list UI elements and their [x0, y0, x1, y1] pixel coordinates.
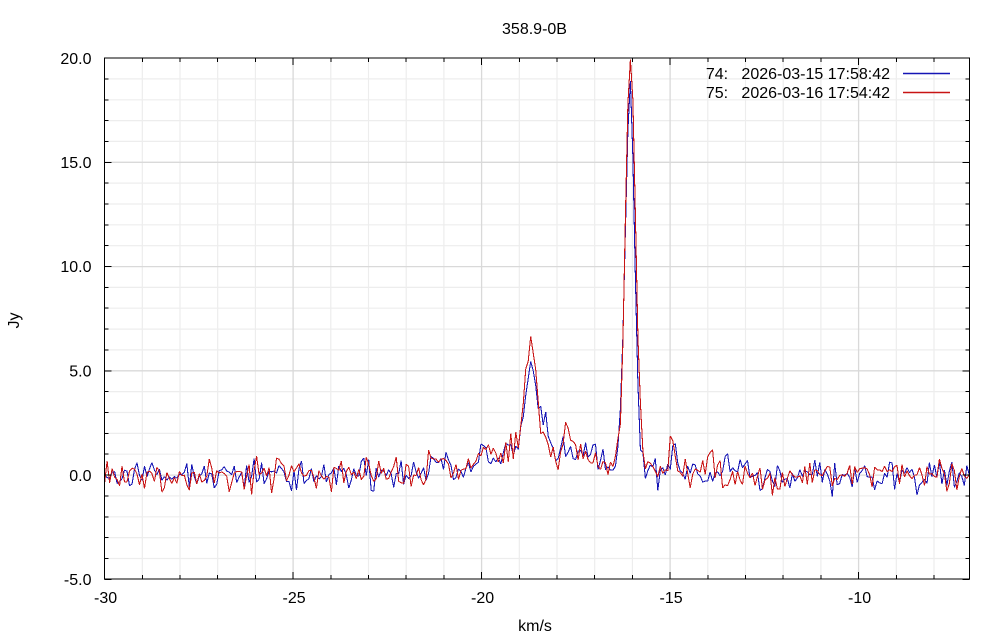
svg-text:-30: -30	[94, 590, 117, 607]
svg-text:km/s: km/s	[518, 618, 552, 635]
svg-text:15.0: 15.0	[60, 155, 91, 172]
svg-text:-20: -20	[471, 590, 494, 607]
svg-text:5.0: 5.0	[69, 364, 91, 381]
svg-text:-15: -15	[660, 590, 683, 607]
svg-text:10.0: 10.0	[60, 259, 91, 276]
svg-text:20.0: 20.0	[60, 51, 91, 68]
svg-text:-10: -10	[848, 590, 871, 607]
svg-text:-25: -25	[283, 590, 306, 607]
svg-text:358.9-0B: 358.9-0B	[502, 21, 567, 38]
svg-text:74: 2026-03-15 17:58:42: 74: 2026-03-15 17:58:42	[706, 66, 890, 83]
svg-text:-5.0: -5.0	[64, 572, 92, 589]
svg-text:0.0: 0.0	[69, 468, 91, 485]
svg-text:75: 2026-03-16 17:54:42: 75: 2026-03-16 17:54:42	[706, 85, 890, 102]
svg-text:Jy: Jy	[6, 313, 23, 329]
